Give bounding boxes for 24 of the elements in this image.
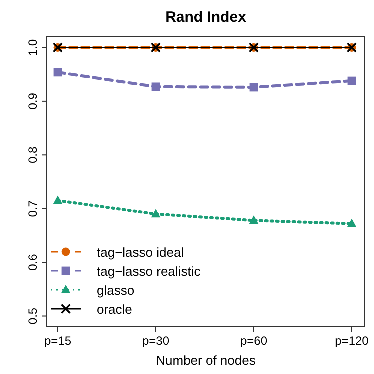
- y-tick-label: 0.5: [26, 308, 40, 325]
- x-tick-label: p=60: [240, 334, 268, 348]
- x-tick-label: p=120: [335, 334, 370, 348]
- point: [152, 82, 160, 92]
- point: [348, 76, 356, 86]
- x-tick-label: p=15: [44, 334, 72, 348]
- point: [249, 216, 259, 224]
- point: [347, 218, 357, 228]
- legend-label: glasso: [97, 283, 135, 298]
- y-tick-label: 1.0: [26, 39, 40, 56]
- legend-label: tag−lasso ideal: [97, 245, 184, 260]
- point: [151, 209, 161, 218]
- point: [250, 83, 258, 92]
- legend-label: oracle: [97, 302, 132, 317]
- point: [54, 68, 62, 77]
- legend-label: tag−lasso realistic: [97, 264, 202, 279]
- chart-title: Rand Index: [166, 9, 248, 26]
- y-tick-label: 0.8: [26, 146, 40, 164]
- y-tick-label: 0.7: [26, 200, 40, 218]
- y-tick-label: 0.9: [26, 92, 40, 110]
- point: [53, 196, 63, 204]
- y-tick-label: 0.6: [26, 254, 40, 271]
- x-tick-label: p=30: [142, 334, 170, 348]
- x-axis-title: Number of nodes: [156, 353, 256, 368]
